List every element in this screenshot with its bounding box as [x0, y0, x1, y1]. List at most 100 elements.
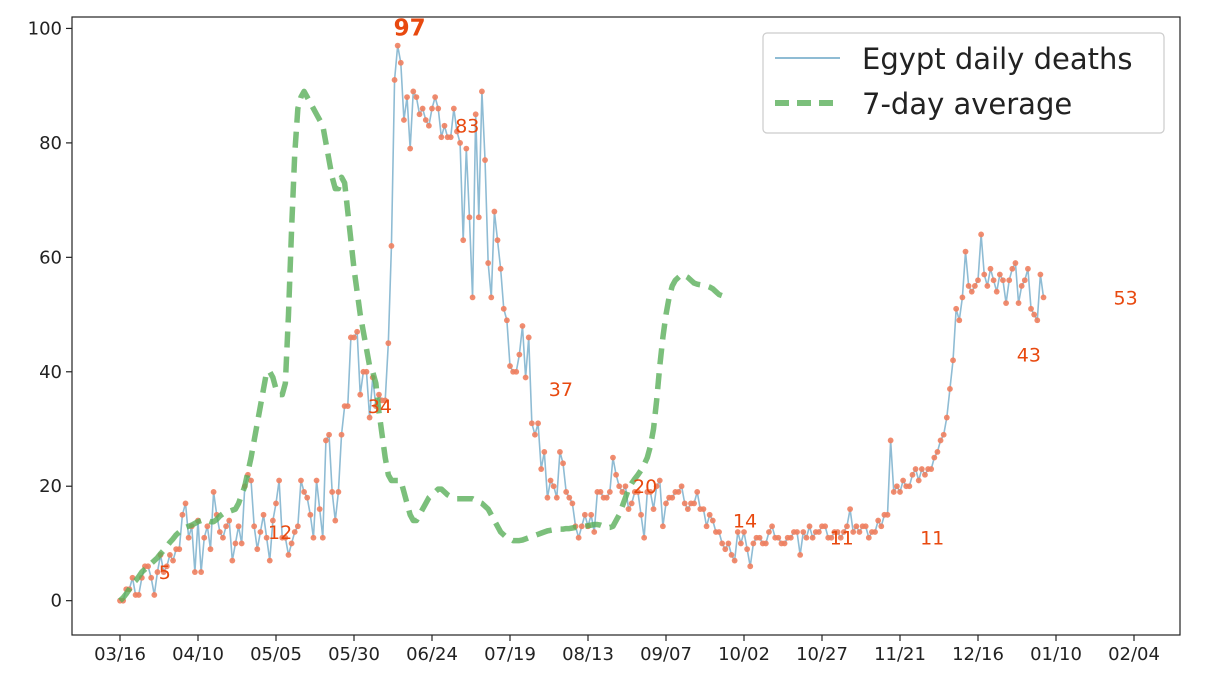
y-tick-label: 20 — [39, 476, 62, 497]
daily-deaths-point — [734, 529, 741, 535]
daily-deaths-point — [447, 134, 454, 141]
daily-deaths-point — [1034, 317, 1041, 324]
daily-deaths-point — [385, 340, 392, 347]
data-label: 12 — [268, 522, 292, 544]
daily-deaths-point — [298, 477, 304, 484]
daily-deaths-point — [847, 506, 853, 513]
data-label: 53 — [1114, 287, 1138, 309]
daily-deaths-point — [1025, 265, 1031, 272]
y-tick-label: 80 — [39, 133, 62, 154]
daily-deaths-point — [547, 477, 554, 484]
daily-deaths-point — [578, 523, 585, 530]
daily-deaths-point — [628, 500, 635, 507]
daily-deaths-point — [441, 122, 448, 129]
daily-deaths-point — [650, 506, 657, 513]
legend: Egypt daily deaths 7-day average — [762, 32, 1165, 134]
daily-deaths-point — [557, 448, 563, 455]
daily-deaths-point — [950, 357, 956, 364]
daily-deaths-point — [475, 214, 482, 221]
daily-deaths-point — [263, 534, 270, 541]
daily-deaths-point — [229, 557, 236, 564]
data-label: 37 — [549, 379, 573, 401]
daily-deaths-point — [519, 323, 526, 329]
daily-deaths-point — [329, 489, 336, 495]
y-tick-label: 100 — [28, 18, 62, 39]
daily-deaths-point — [909, 471, 916, 478]
daily-deaths-point — [853, 523, 860, 530]
daily-deaths-point — [996, 271, 1003, 278]
daily-deaths-point — [382, 397, 389, 404]
daily-deaths-point — [394, 42, 401, 49]
daily-deaths-point — [550, 483, 557, 490]
daily-deaths-point — [507, 363, 513, 369]
daily-deaths-point — [719, 540, 726, 547]
daily-deaths-point — [479, 88, 485, 95]
daily-deaths-point — [1021, 277, 1028, 284]
daily-deaths-point — [993, 288, 1000, 295]
daily-deaths-point — [653, 483, 660, 490]
daily-deaths-point — [257, 529, 264, 535]
y-tick-label: 60 — [39, 247, 62, 268]
daily-deaths-point — [856, 529, 863, 535]
daily-deaths-point — [1015, 300, 1022, 307]
daily-deaths-point — [410, 88, 417, 95]
daily-deaths-point — [185, 534, 192, 541]
daily-deaths-point — [269, 517, 276, 524]
daily-deaths-point — [485, 260, 492, 266]
daily-deaths-point — [806, 523, 813, 530]
daily-deaths-point — [862, 523, 869, 530]
daily-deaths-point — [965, 283, 972, 289]
daily-deaths-point — [307, 511, 314, 518]
y-axis: 0 20 40 60 80 100 — [28, 18, 72, 612]
daily-deaths-point — [725, 540, 732, 547]
daily-deaths-point — [840, 529, 847, 535]
data-label: 83 — [455, 116, 479, 138]
daily-deaths-point — [706, 511, 713, 518]
daily-deaths-point — [404, 94, 410, 101]
daily-deaths-point — [809, 534, 816, 541]
daily-deaths-point — [154, 569, 161, 575]
x-tick-label: 01/10 — [1030, 644, 1082, 665]
daily-deaths-point — [182, 500, 189, 507]
daily-deaths-point — [616, 483, 623, 490]
daily-deaths-point — [613, 471, 619, 478]
daily-deaths-point — [750, 540, 757, 547]
daily-deaths-point — [694, 489, 701, 495]
daily-deaths-point — [937, 437, 944, 444]
daily-deaths-point — [419, 105, 426, 112]
daily-deaths-point — [850, 529, 857, 535]
daily-deaths-point — [984, 283, 991, 289]
daily-deaths-point — [457, 139, 463, 146]
daily-deaths-point — [251, 523, 258, 530]
daily-deaths-point — [947, 386, 953, 392]
daily-deaths-point — [606, 489, 613, 495]
daily-deaths-point — [940, 431, 947, 438]
data-label: 97 — [394, 16, 426, 42]
daily-deaths-point — [703, 523, 710, 530]
daily-deaths-point — [160, 569, 167, 575]
daily-deaths-point — [990, 277, 997, 284]
daily-deaths-point — [432, 94, 439, 101]
daily-deaths-point — [163, 563, 170, 570]
daily-deaths-point — [906, 483, 913, 490]
daily-deaths-point — [803, 534, 810, 541]
daily-deaths-point — [363, 368, 370, 375]
daily-series — [117, 42, 1047, 604]
daily-deaths-point — [575, 534, 582, 541]
daily-deaths-point — [232, 540, 239, 547]
daily-deaths-point — [488, 294, 495, 301]
daily-deaths-point — [731, 557, 738, 564]
daily-deaths-point — [797, 551, 804, 558]
data-labels: 5 12 34 97 83 37 20 14 11 11 43 53 — [159, 16, 1138, 584]
daily-deaths-point — [610, 454, 616, 461]
daily-deaths-point — [794, 529, 800, 535]
daily-deaths-point — [235, 523, 242, 530]
daily-deaths-point — [953, 305, 960, 312]
daily-deaths-point — [323, 437, 329, 444]
daily-deaths-point — [635, 489, 641, 495]
daily-deaths-point — [588, 511, 595, 518]
daily-deaths-point — [822, 523, 829, 530]
daily-deaths-point — [466, 214, 473, 221]
daily-deaths-point — [497, 265, 504, 272]
